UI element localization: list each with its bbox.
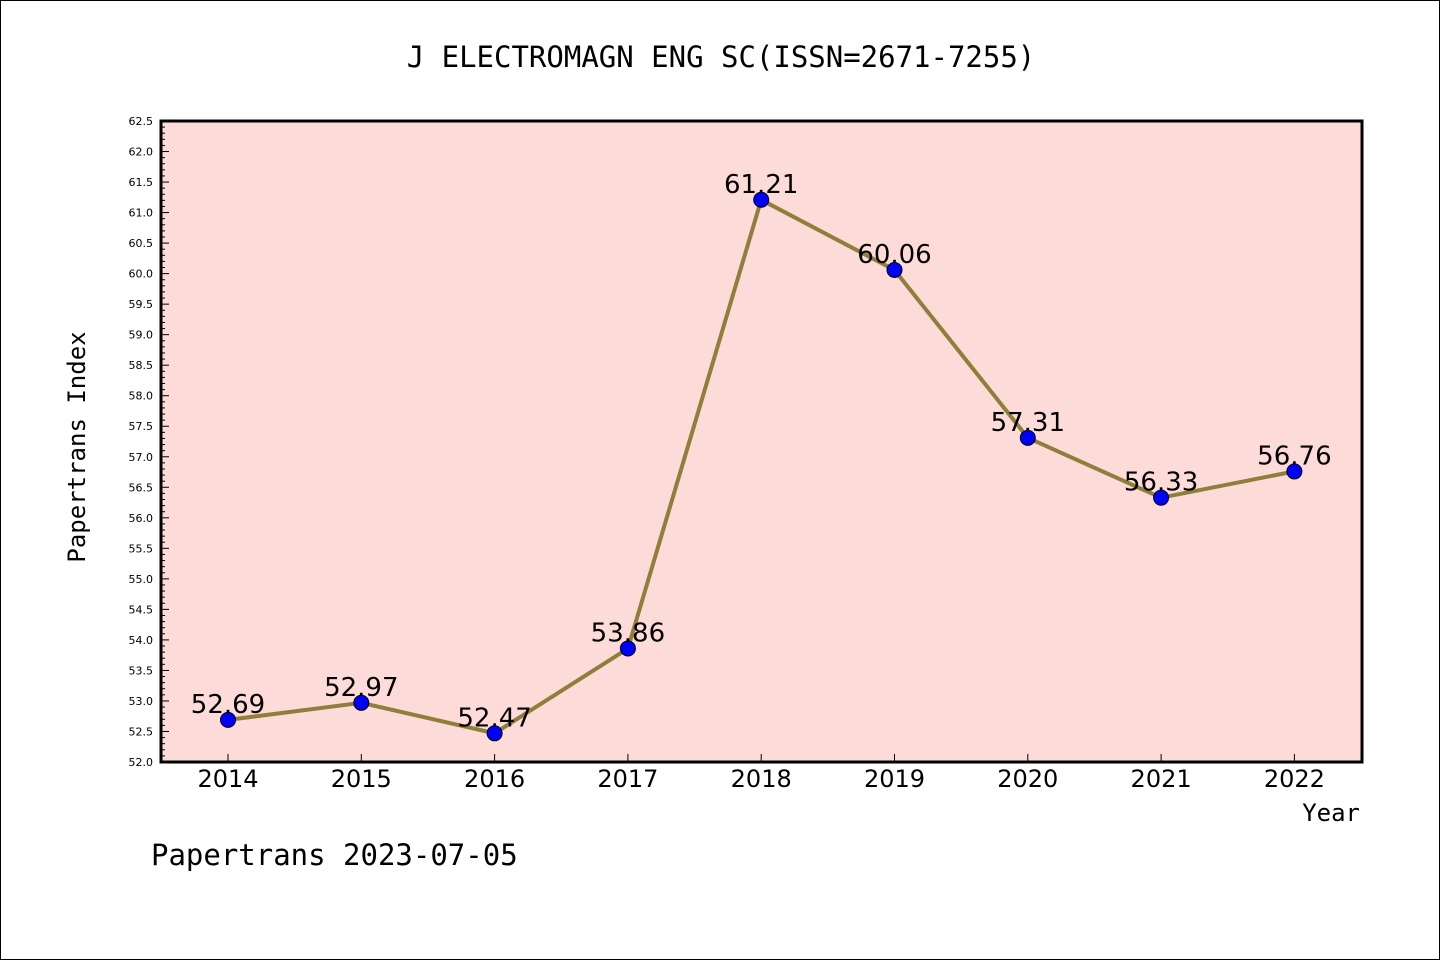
data-point [353, 694, 370, 711]
y-tick-label: 58.0 [129, 390, 154, 403]
data-label: 53.86 [591, 618, 665, 648]
footer-date-stamp: Papertrans 2023-07-05 [151, 838, 518, 872]
y-tick-label: 59.5 [129, 298, 154, 311]
y-tick-label: 62.5 [129, 115, 154, 128]
y-axis-label: Papertrans Index [63, 331, 91, 562]
data-point [1286, 463, 1303, 480]
y-tick-label: 53.5 [129, 664, 154, 677]
data-point [486, 725, 503, 742]
data-label: 56.33 [1124, 468, 1198, 498]
data-label: 52.97 [324, 673, 398, 703]
y-tick-label: 60.0 [129, 268, 154, 281]
data-point [1019, 429, 1036, 446]
data-label: 60.06 [857, 240, 931, 270]
x-tick-label: 2021 [1131, 765, 1192, 793]
x-tick-label: 2020 [997, 765, 1058, 793]
data-label: 61.21 [724, 170, 798, 200]
x-tick-label: 2022 [1264, 765, 1325, 793]
data-point [220, 711, 236, 728]
y-tick-label: 55.5 [129, 542, 154, 555]
y-tick-label: 61.5 [129, 176, 154, 189]
plot-area [161, 121, 1362, 762]
x-tick-label: 2017 [597, 765, 658, 793]
data-label: 52.47 [457, 703, 531, 733]
data-labels: 52.69 52.97 52.47 53.86 61.21 60.06 57.31 56.33… [191, 170, 1332, 734]
series-markers [220, 191, 1303, 742]
x-tick-label: 2014 [197, 765, 258, 793]
plot-frame [159, 119, 1364, 764]
data-point [1153, 489, 1170, 506]
chart-title: J ELECTROMAGN ENG SC(ISSN=2671-7255) [407, 40, 1036, 74]
x-tick-label: 2015 [331, 765, 392, 793]
y-tick-label: 56.0 [129, 512, 154, 525]
data-label: 56.76 [1257, 441, 1331, 471]
x-tick-label: 2018 [731, 765, 792, 793]
data-point [753, 191, 770, 208]
y-tick-label: 58.5 [129, 359, 154, 372]
y-tick-label: 56.5 [129, 481, 154, 494]
x-axis-tick-labels: 2014 2015 2016 2017 2018 2019 2020 2021 2022 [197, 765, 1324, 793]
y-tick-label: 54.5 [129, 603, 154, 616]
y-tick-label: 52.5 [129, 725, 154, 738]
x-tick-label: 2019 [864, 765, 925, 793]
data-label: 52.69 [191, 690, 265, 720]
data-point [886, 261, 903, 278]
x-axis-label: Year [1302, 799, 1360, 827]
y-tick-label: 60.5 [129, 237, 154, 250]
y-tick-label: 62.0 [129, 146, 154, 159]
y-tick-label: 57.0 [129, 451, 154, 464]
y-tick-label: 55.0 [129, 573, 154, 586]
y-tick-label: 61.0 [129, 207, 154, 220]
y-tick-label: 53.0 [129, 695, 154, 708]
y-tick-label: 57.5 [129, 420, 154, 433]
y-axis-tick-labels: 52.0 52.5 53.0 53.5 54.0 54.5 55.0 55.5 56.0 56.5… [129, 115, 154, 769]
y-tick-label: 59.0 [129, 329, 154, 342]
x-tick-label: 2016 [464, 765, 525, 793]
data-point [619, 640, 636, 657]
data-label: 57.31 [991, 408, 1065, 438]
y-tick-label: 52.0 [129, 756, 154, 769]
y-tick-label: 54.0 [129, 634, 154, 647]
